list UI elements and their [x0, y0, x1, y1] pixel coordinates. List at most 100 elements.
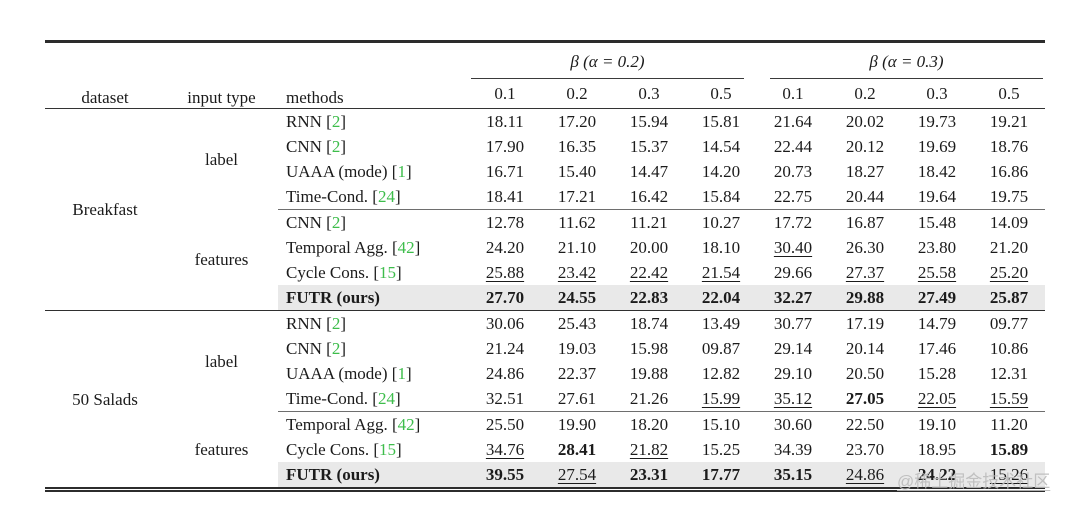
value-cell: 17.19 — [829, 310, 901, 336]
value-cell: 29.66 — [773, 263, 813, 282]
method-name: UAAA (mode) — [286, 364, 388, 383]
value-cell: 25.88 — [485, 263, 525, 282]
results-table-body: Breakfast label RNN [2] 18.11 17.20 15.94 15.8… — [45, 109, 1045, 487]
value-cell: 14.79 — [901, 310, 973, 336]
results-table: dataset input type methods β (α = 0.2) β… — [45, 43, 1045, 487]
table-row: Breakfast label RNN [2] 18.11 17.20 15.94 15.8… — [45, 109, 1045, 218]
method-name: Time-Cond. — [286, 389, 369, 408]
group-label-alpha-02: β (α = 0.2) — [570, 52, 645, 71]
value-cell: 15.99 — [701, 389, 741, 408]
value-cell: 21.20 — [989, 238, 1029, 257]
value-cell: 19.64 — [917, 187, 957, 206]
value-cell: 27.37 — [845, 263, 885, 282]
method-name: CNN — [286, 213, 322, 232]
subcol-header: 0.5 — [973, 79, 1045, 109]
value-cell: 15.28 — [917, 364, 957, 383]
value-cell: 17.90 — [485, 137, 525, 156]
citation-ref: 15 — [379, 263, 397, 282]
method-name: CNN — [286, 137, 322, 156]
dataset-cell: Breakfast — [72, 200, 138, 219]
method-cell: Time-Cond. [24] — [286, 187, 401, 206]
method-cell: Time-Cond. [24] — [286, 389, 401, 408]
method-name: Cycle Cons. — [286, 440, 370, 459]
value-cell: 15.37 — [629, 137, 669, 156]
table-row: Temporal Agg. [42] 24.20 21.10 20.00 18.10 30… — [45, 235, 1045, 260]
value-cell: 19.88 — [629, 364, 669, 383]
input-type-cell: features — [194, 439, 249, 459]
value-cell: 18.74 — [613, 310, 685, 336]
value-cell: 19.69 — [917, 137, 957, 156]
value-cell: 11.20 — [973, 411, 1045, 437]
method-name: Time-Cond. — [286, 187, 369, 206]
value-cell: 18.41 — [485, 187, 525, 206]
value-cell: 25.50 — [469, 411, 541, 437]
value-cell: 21.54 — [701, 263, 741, 282]
results-table-wrap: dataset input type methods β (α = 0.2) β… — [45, 40, 1045, 492]
method-name: UAAA (mode) — [286, 162, 388, 181]
table-row: Cycle Cons. [15] 34.76 28.41 21.82 15.25 34.3… — [45, 437, 1045, 462]
method-cell: CNN [2] — [286, 137, 346, 156]
citation-ref: 24 — [377, 187, 395, 206]
subcol-header: 0.3 — [613, 79, 685, 109]
value-cell: 21.10 — [557, 238, 597, 257]
value-cell: 29.14 — [773, 339, 813, 358]
dataset-cell: 50 Salads — [45, 310, 165, 487]
value-cell: 11.62 — [541, 209, 613, 235]
value-cell: 30.77 — [757, 310, 829, 336]
method-name: FUTR (ours) — [286, 465, 380, 484]
method-cell: Temporal Agg. [42] — [278, 411, 469, 437]
input-type-cell: features — [194, 250, 249, 270]
method-cell: Temporal Agg. [42] — [286, 238, 421, 257]
input-type-cell: label — [165, 310, 278, 412]
value-cell: 35.15 — [757, 462, 829, 487]
table-row: CNN [2] 21.24 19.03 15.98 09.87 29.14 20.14 17.… — [45, 336, 1045, 361]
value-cell: 26.30 — [845, 238, 885, 257]
value-cell: 10.27 — [685, 209, 757, 235]
value-cell: 18.42 — [917, 162, 957, 181]
subcol-header: 0.1 — [469, 79, 541, 109]
value-cell: 24.55 — [541, 285, 613, 311]
table-row: features Temporal Agg. [42] 25.50 19.90 18.2… — [45, 411, 1045, 458]
value-cell: 15.26 — [973, 462, 1045, 487]
citation-ref: 2 — [331, 314, 341, 333]
value-cell: 25.43 — [541, 310, 613, 336]
value-cell: 30.60 — [757, 411, 829, 437]
value-cell: 19.90 — [541, 411, 613, 437]
method-name: CNN — [286, 339, 322, 358]
subcol-header: 0.3 — [901, 79, 973, 109]
value-cell: 24.22 — [901, 462, 973, 487]
table-row: FUTR (ours) 39.55 27.54 23.31 17.77 35.15 24.8… — [45, 462, 1045, 487]
value-cell: 25.87 — [973, 285, 1045, 311]
table-row: Cycle Cons. [15] 25.88 23.42 22.42 21.54 29.6… — [45, 260, 1045, 285]
method-cell: FUTR (ours) — [278, 462, 469, 487]
value-cell: 15.25 — [701, 440, 741, 459]
table-row: features CNN [2] 12.78 11.62 11.21 10.27 17.72… — [45, 209, 1045, 268]
value-cell: 14.20 — [701, 162, 741, 181]
table-row: CNN [2] 17.90 16.35 15.37 14.54 22.44 20.12 19.… — [45, 134, 1045, 159]
group-label-alpha-03: β (α = 0.3) — [869, 52, 944, 71]
col-header-methods: methods — [278, 43, 469, 109]
value-cell: 32.51 — [485, 389, 525, 408]
value-cell: 16.71 — [485, 162, 525, 181]
value-cell: 21.24 — [485, 339, 525, 358]
value-cell: 18.20 — [613, 411, 685, 437]
citation-ref: 2 — [331, 137, 341, 156]
method-cell: UAAA (mode) [1] — [286, 162, 412, 181]
value-cell: 18.95 — [917, 440, 957, 459]
watermark: @稀土掘金技术社区 — [897, 472, 1051, 491]
subcol-header: 0.2 — [541, 79, 613, 109]
col-group-beta-alpha-03: β (α = 0.3) — [757, 43, 1045, 79]
value-cell: 15.84 — [701, 187, 741, 206]
value-cell: 19.75 — [989, 187, 1029, 206]
citation-ref: 24 — [377, 389, 395, 408]
value-cell: 09.77 — [973, 310, 1045, 336]
value-cell: 15.48 — [901, 209, 973, 235]
value-cell: 30.40 — [773, 238, 813, 257]
citation-ref: 1 — [397, 364, 406, 383]
value-cell: 20.73 — [773, 162, 813, 181]
value-cell: 15.59 — [989, 389, 1029, 408]
citation-ref: 2 — [331, 339, 341, 358]
value-cell: 18.76 — [989, 137, 1029, 156]
value-cell: 25.20 — [989, 263, 1029, 282]
value-cell: 20.12 — [845, 137, 885, 156]
